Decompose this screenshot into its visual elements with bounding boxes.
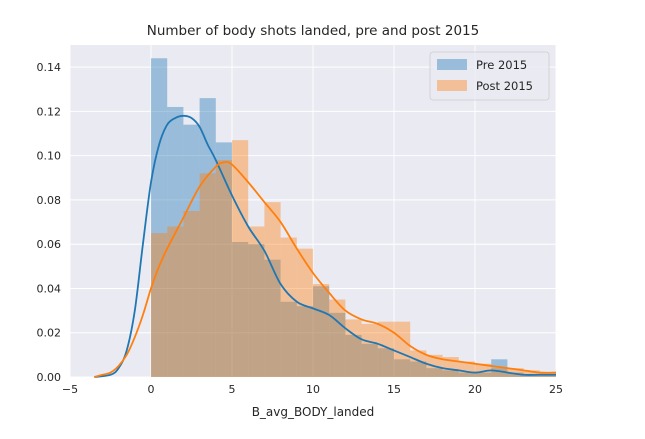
bar-post-2015 [345,319,362,377]
bar-pre-2015 [329,312,346,377]
bar-post-2015 [491,368,508,377]
bar-pre-2015 [345,334,362,377]
kde-curve-pre-2015 [94,114,556,378]
x-tick-label: −5 [62,383,78,396]
x-tick-labels: −5 0 5 10 15 20 25 [62,383,563,396]
bar-pre-2015 [523,374,540,377]
bar-pre-2015 [539,374,556,377]
bar-post-2015 [199,173,216,377]
bar-post-2015 [523,370,540,377]
bar-pre-2015 [280,301,297,377]
y-tick-label: 0.10 [37,150,62,163]
legend-box [429,51,550,101]
bar-pre-2015 [442,370,459,377]
bar-post-2015 [280,237,297,377]
bar-post-2015 [475,363,492,377]
kde-curves [94,114,557,378]
bar-pre-2015 [183,124,200,378]
bar-pre-2015 [410,361,427,377]
legend-swatch-pre-2015 [437,59,467,70]
bar-post-2015 [361,323,378,377]
legend: Pre 2015 Post 2015 [429,51,550,101]
x-tick-label: 0 [148,383,155,396]
y-tick-label: 0.06 [37,238,62,251]
y-tick-label: 0.14 [37,61,62,74]
bar-post-2015 [394,321,411,377]
bar-post-2015 [313,284,330,377]
bar-pre-2015 [248,244,265,377]
bar-post-2015 [151,233,168,377]
bar-post-2015 [377,321,394,377]
bar-post-2015 [296,248,313,377]
bar-pre-2015 [458,372,475,377]
bar-post-2015 [232,140,249,377]
bar-post-2015 [329,299,346,377]
bar-pre-2015 [151,58,168,377]
bar-pre-2015 [426,368,443,377]
bar-pre-2015 [377,348,394,377]
bar-pre-2015 [361,343,378,377]
y-tick-label: 0.04 [37,282,62,295]
legend-label-post-2015: Post 2015 [476,79,533,93]
bar-post-2015 [215,160,232,377]
bar-post-2015 [183,211,200,377]
x-tick-label: 25 [549,383,563,396]
y-tick-label: 0.02 [37,327,62,340]
bar-pre-2015 [394,359,411,377]
x-tick-label: 10 [306,383,320,396]
legend-label-pre-2015: Pre 2015 [476,58,527,72]
bar-pre-2015 [167,106,184,378]
x-axis-label: B_avg_BODY_landed [252,405,375,419]
y-tick-label: 0.12 [37,105,62,118]
bar-pre-2015 [296,306,313,377]
bar-pre-2015 [199,98,216,378]
x-tick-label: 20 [468,383,482,396]
bar-post-2015 [167,226,184,377]
bar-pre-2015 [507,372,524,377]
bar-pre-2015 [232,241,249,377]
bar-post-2015 [264,202,281,377]
bar-post-2015 [507,368,524,377]
grid [69,45,557,378]
x-tick-label: 5 [229,383,236,396]
histogram-bars [151,58,556,378]
y-tick-labels: 0.00 0.02 0.04 0.06 0.08 0.10 0.12 0.14 [37,61,62,384]
y-tick-label: 0.08 [37,194,62,207]
legend-swatch-post-2015 [437,80,467,91]
bar-pre-2015 [475,372,492,377]
bar-post-2015 [442,357,459,377]
bar-post-2015 [248,226,265,377]
bar-pre-2015 [264,259,281,377]
y-tick-label: 0.00 [37,371,62,384]
bar-post-2015 [410,350,427,377]
kde-curve-post-2015 [94,161,557,378]
x-tick-label: 15 [387,383,401,396]
chart-title: Number of body shots landed, pre and pos… [147,23,480,39]
bar-pre-2015 [215,142,232,377]
